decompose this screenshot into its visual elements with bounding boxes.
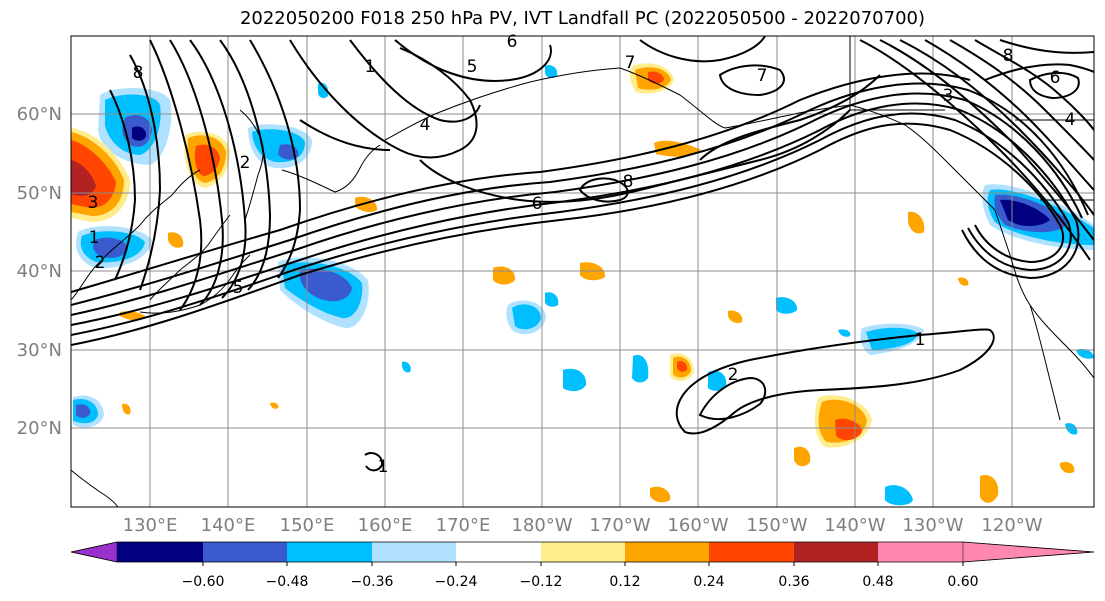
contour-label: 1 (89, 228, 100, 248)
colorbar-swatch (878, 542, 963, 562)
contour-label: 6 (507, 32, 518, 52)
lon-label: 150°E (280, 515, 335, 536)
contour-labels: 6 1 5 7 8 4 3 2 1 6 5 8 7 6 4 3 1 2 2 1 8 (88, 32, 1076, 477)
colorbar-tick-label: −0.12 (520, 574, 563, 590)
contour-label: 7 (757, 66, 768, 86)
colorbar-tick-label: −0.48 (266, 574, 309, 590)
colorbar-tick-label: 0.48 (862, 574, 893, 590)
contour-label: 3 (88, 193, 99, 213)
lon-label: 150°W (746, 515, 807, 536)
lon-label: 170°W (589, 515, 650, 536)
contour-label: 5 (467, 57, 478, 77)
lon-label: 140°E (201, 515, 256, 536)
colorbar-swatch (287, 542, 372, 562)
lat-label: 60°N (17, 104, 62, 125)
contour-label: 8 (1003, 46, 1014, 66)
contour-label: 2 (240, 153, 251, 173)
colorbar: −0.60 −0.48 −0.36 −0.24 −0.12 0.12 0.24 0.36 0.4… (70, 541, 1095, 590)
colorbar-outline (70, 541, 1095, 563)
ivt-contours (71, 36, 1094, 472)
colorbar-swatch (203, 542, 287, 562)
colorbar-tick-label: 0.36 (778, 574, 809, 590)
contour-label: 4 (1065, 110, 1076, 130)
colorbar-swatch (709, 542, 794, 562)
coastlines (71, 36, 1094, 507)
colorbar-tick-label: 0.24 (693, 574, 724, 590)
contour-label: 6 (1050, 68, 1061, 88)
colorbar-tick-label: 0.12 (609, 574, 640, 590)
contour-label: 7 (625, 53, 636, 73)
neg-anomaly (73, 65, 1094, 506)
lon-label: 170°E (436, 515, 491, 536)
contour-label: 6 (532, 194, 543, 214)
lon-label: 160°W (667, 515, 728, 536)
contour-label: 5 (233, 278, 244, 298)
lon-label: 160°E (358, 515, 413, 536)
longitude-labels: 130°E 140°E 150°E 160°E 170°E 180°W 170°W 160°W… (123, 515, 1043, 536)
contour-label: 8 (133, 63, 144, 83)
colorbar-swatch (372, 542, 456, 562)
contour-label: 1 (365, 57, 376, 77)
lon-label: 120°W (981, 515, 1042, 536)
contour-label: 2 (728, 365, 739, 385)
colorbar-swatch (456, 542, 541, 562)
pos-anomaly (71, 63, 1075, 503)
colorbar-swatch (794, 542, 878, 562)
map-frame (70, 35, 1095, 508)
contour-label: 1 (915, 330, 926, 350)
colorbar-max-extend (962, 541, 1095, 563)
lat-label: 30°N (17, 340, 62, 361)
latitude-labels: 60°N 50°N 40°N 30°N 20°N (17, 104, 62, 439)
colorbar-tick-label: 0.60 (947, 574, 978, 590)
contour-label: 1 (378, 457, 389, 477)
lat-label: 40°N (17, 261, 62, 282)
colorbar-tick-label: −0.60 (182, 574, 225, 590)
contour-label: 3 (943, 86, 954, 106)
contour-label: 2 (95, 253, 106, 273)
lat-label: 50°N (17, 183, 62, 204)
lon-label: 180°W (511, 515, 572, 536)
lon-label: 130°E (123, 515, 178, 536)
colorbar-swatch (117, 542, 203, 562)
lat-label: 20°N (17, 418, 62, 439)
colorbar-tick-label: −0.36 (351, 574, 394, 590)
colorbar-swatch (541, 542, 625, 562)
contour-label: 4 (420, 115, 431, 135)
lon-label: 130°W (902, 515, 963, 536)
map-title: 2022050200 F018 250 hPa PV, IVT Landfall… (239, 8, 926, 29)
pv-shading (71, 63, 1094, 506)
colorbar-tick-label: −0.24 (435, 574, 478, 590)
lon-label: 140°W (824, 515, 885, 536)
colorbar-min-extend (70, 541, 118, 563)
colorbar-swatch (625, 542, 709, 562)
contour-label: 8 (623, 172, 634, 192)
